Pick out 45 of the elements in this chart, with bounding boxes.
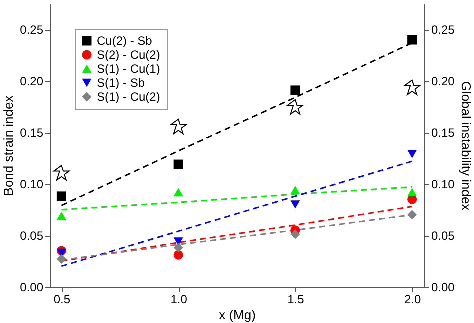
legend-label: Cu(2) - Sb xyxy=(97,34,153,48)
y2-tick-label: 0.05 xyxy=(432,229,456,244)
legend-label: S(1) - Cu(2) xyxy=(97,90,160,104)
legend-label: S(1) - Sb xyxy=(97,76,146,90)
point xyxy=(56,254,66,264)
y2-tick-label: 0.25 xyxy=(432,23,456,38)
x-tick-label: 0.5 xyxy=(54,292,71,306)
point xyxy=(174,250,184,260)
y-tick-label: 0.05 xyxy=(20,229,44,244)
y2-axis-title: Global instability index xyxy=(458,81,474,212)
point xyxy=(408,188,418,196)
x-tick-label: 2.0 xyxy=(404,292,422,306)
y-axis-title: Bond strain index xyxy=(1,95,16,196)
point xyxy=(290,186,300,194)
point xyxy=(56,212,66,220)
y-tick-label: 0.20 xyxy=(20,74,44,89)
y2-tick-label: 0.20 xyxy=(432,74,456,89)
point xyxy=(290,200,300,209)
y2-tick-label: 0.00 xyxy=(432,280,456,294)
line-series xyxy=(60,160,414,268)
point xyxy=(404,80,420,96)
point xyxy=(290,86,300,96)
y2-tick-label: 0.10 xyxy=(432,178,456,192)
y-tick-label: 0.15 xyxy=(20,126,44,140)
point xyxy=(174,188,184,196)
x-tick-label: 1.5 xyxy=(288,292,305,306)
x-axis-title: x (Mg) xyxy=(219,308,256,322)
point xyxy=(408,150,418,158)
point xyxy=(56,192,66,202)
point xyxy=(54,165,70,181)
y2-tick-label: 0.15 xyxy=(432,126,456,140)
legend-label: S(1) - Cu(1) xyxy=(97,62,160,76)
x-tick-label: 1.0 xyxy=(170,292,188,306)
point xyxy=(290,230,300,240)
point xyxy=(174,243,184,253)
y-tick-label: 0.25 xyxy=(20,23,44,38)
legend-label: S(2) - Cu(2) xyxy=(97,48,160,62)
point xyxy=(408,210,418,220)
point xyxy=(174,160,184,170)
point xyxy=(408,35,418,45)
point xyxy=(170,118,187,135)
point xyxy=(287,99,304,115)
y-tick-label: 0.10 xyxy=(20,178,44,192)
point xyxy=(174,238,184,246)
y-tick-label: 0.00 xyxy=(20,280,44,294)
